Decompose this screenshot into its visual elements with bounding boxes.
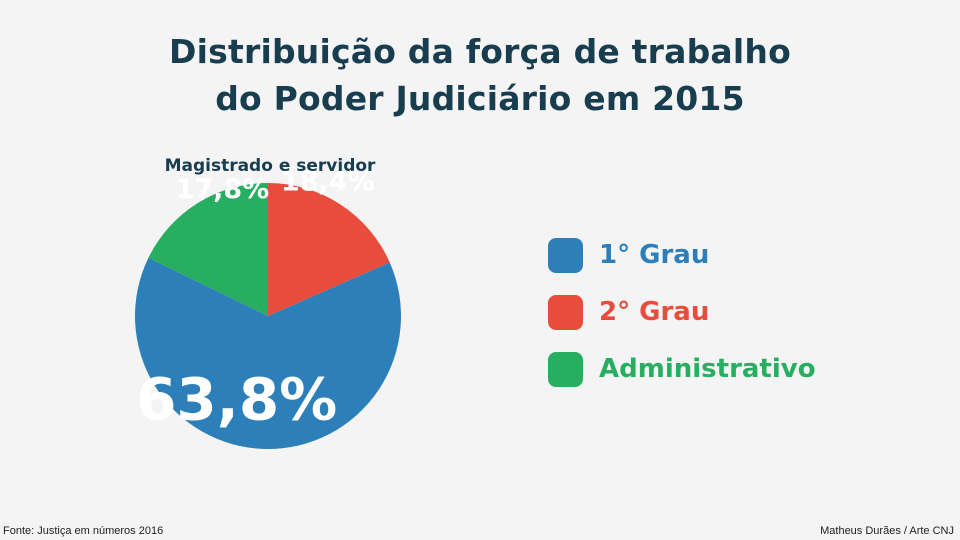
legend-item-2-grau: 2° Grau <box>548 293 816 331</box>
chart-title: Distribuição da força de trabalho do Pod… <box>0 28 960 122</box>
pie-label-1-grau: 63,8% <box>136 365 337 433</box>
legend-label-2-grau: 2° Grau <box>599 297 710 327</box>
pie-slice-1-grau <box>135 257 402 449</box>
pie-slice-administrativo <box>148 183 268 316</box>
legend: 1° Grau 2° Grau Administrativo <box>548 236 816 407</box>
chart-title-line-2: do Poder Judiciário em 2015 <box>215 79 745 118</box>
credit-note: Matheus Durães / Arte CNJ <box>820 525 954 537</box>
legend-item-administrativo: Administrativo <box>548 350 816 388</box>
legend-swatch-administrativo <box>548 351 583 387</box>
chart-subtitle: Magistrado e servidor <box>164 156 376 176</box>
legend-label-1-grau: 1° Grau <box>599 240 710 270</box>
legend-label-administrativo: Administrativo <box>599 354 816 384</box>
legend-swatch-1-grau <box>548 237 583 273</box>
pie-label-2-grau: 18,4% <box>281 167 375 198</box>
legend-item-1-grau: 1° Grau <box>548 236 816 274</box>
source-note: Fonte: Justiça em números 2016 <box>3 525 164 537</box>
chart-title-line-1: Distribuição da força de trabalho <box>169 32 791 71</box>
pie-label-administrativo: 17,8% <box>176 174 270 205</box>
pie-slice-2-grau <box>268 183 390 316</box>
legend-swatch-2-grau <box>548 294 583 330</box>
